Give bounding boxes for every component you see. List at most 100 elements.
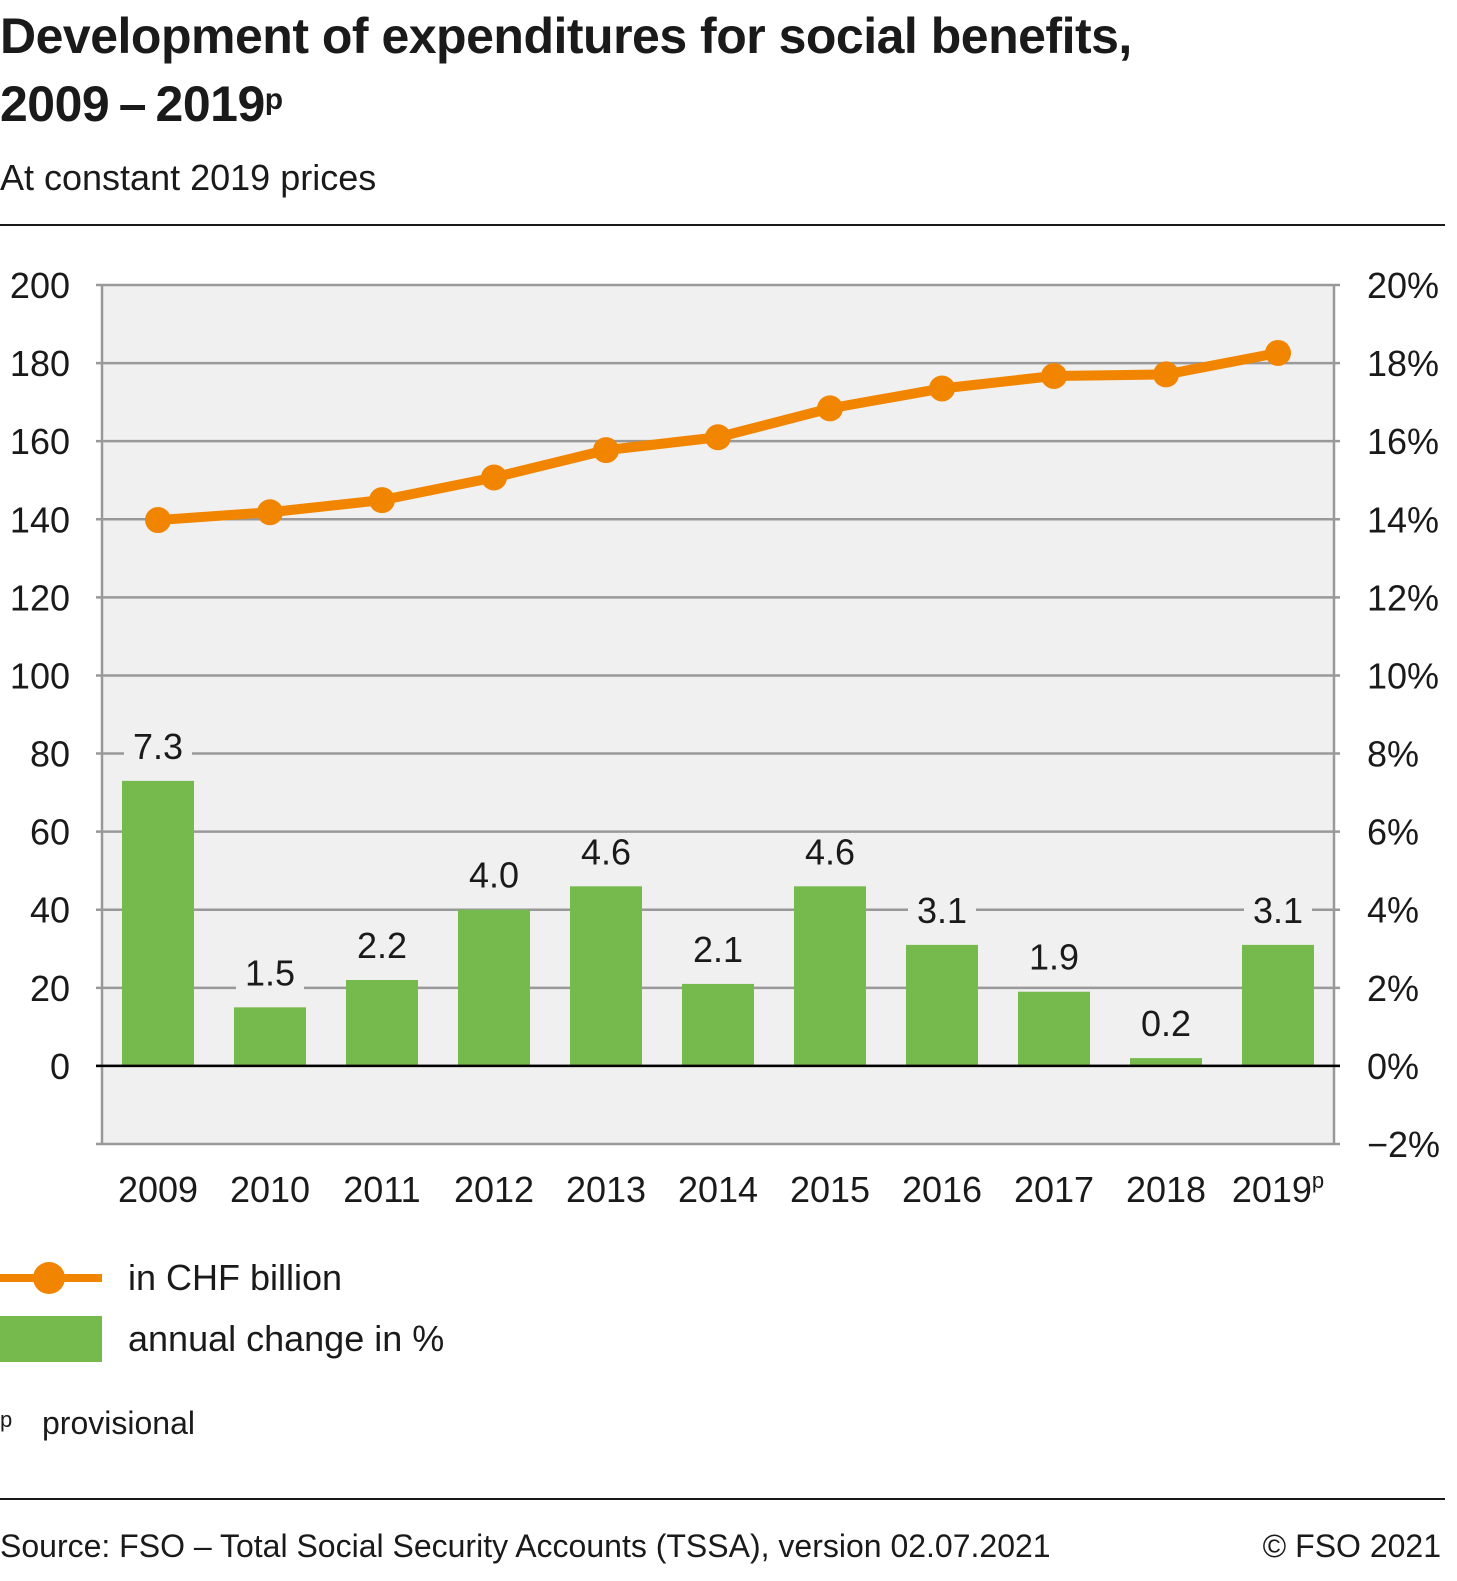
y-left-tick-label: 60 [30, 812, 70, 853]
y-right-tick-label: 6% [1367, 812, 1419, 853]
bar-value-label: 2.1 [693, 929, 743, 970]
legend-line-swatch [0, 1255, 102, 1301]
line-point [705, 424, 731, 451]
footnote: p provisional [0, 1405, 195, 1442]
line-point [929, 375, 955, 402]
bar-value-label: 3.1 [917, 890, 967, 931]
legend-label-line: in CHF billion [128, 1257, 343, 1298]
y-right-tick-label: 4% [1367, 890, 1419, 931]
line-point [593, 437, 619, 464]
x-tick-label: 2010 [230, 1169, 310, 1210]
bar-label-bg [684, 931, 752, 972]
line-point [369, 487, 395, 514]
bar-label-bg [1020, 939, 1088, 980]
provisional-mark: p [264, 83, 283, 116]
x-tick-label: 2018 [1126, 1169, 1206, 1210]
y-left-tick-label: 140 [10, 499, 70, 540]
bar-label-bg [236, 955, 304, 996]
bar-value-label: 4.6 [581, 831, 631, 872]
bar-value-label: 7.3 [133, 726, 183, 767]
line-point [1153, 361, 1179, 388]
y-right-tick-label: −2% [1367, 1124, 1440, 1165]
bar [1242, 944, 1314, 1066]
y-left-tick-label: 0 [50, 1046, 70, 1087]
y-left-tick-label: 160 [10, 421, 70, 462]
x-tick-label: 2012 [454, 1169, 534, 1210]
copyright-text: © FSO 2021 [1262, 1528, 1441, 1564]
bar-label-bg [460, 857, 528, 898]
bar-value-label: 0.2 [1141, 1003, 1191, 1044]
y-right-tick-label: 16% [1367, 421, 1439, 462]
x-tick-label: 2015 [790, 1169, 870, 1210]
source-text: Source: FSO – Total Social Security Acco… [0, 1528, 1051, 1564]
bar [346, 980, 418, 1066]
bar [122, 780, 194, 1066]
bar [682, 983, 754, 1066]
y-left-tick-label: 120 [10, 577, 70, 618]
y-left-tick-label: 40 [30, 890, 70, 931]
line-point [145, 507, 171, 534]
x-tick-label: 2016 [902, 1169, 982, 1210]
chart-title-line1: Development of expenditures for social b… [0, 8, 1132, 64]
bar [794, 886, 866, 1066]
x-tick-label: 2009 [118, 1169, 198, 1210]
bar [1018, 991, 1090, 1066]
x-tick-label: 2011 [343, 1169, 420, 1210]
footnote-text: provisional [42, 1405, 195, 1441]
line-point [1041, 362, 1067, 389]
y-left-tick-label: 80 [30, 734, 70, 775]
bar [1130, 1058, 1202, 1066]
bar-label-bg [348, 928, 416, 969]
y-right-tick-label: 0% [1367, 1046, 1419, 1087]
bar [458, 909, 530, 1066]
bottom-rule [0, 1498, 1445, 1500]
y-left-tick-label: 200 [10, 265, 70, 306]
bar-label-bg [1132, 1006, 1200, 1047]
y-right-tick-label: 12% [1367, 577, 1439, 618]
chart-subtitle: At constant 2019 prices [0, 157, 377, 198]
top-rule [0, 224, 1445, 226]
y-right-tick-label: 2% [1367, 968, 1419, 1009]
x-tick-label: 2019p [1232, 1168, 1324, 1210]
bar-value-label: 4.0 [469, 855, 519, 896]
bar [570, 886, 642, 1066]
line-point [481, 464, 507, 491]
line-point [257, 499, 283, 526]
line-point [1265, 339, 1291, 366]
bar [906, 944, 978, 1066]
bar-label-bg [908, 892, 976, 933]
y-right-tick-label: 18% [1367, 343, 1439, 384]
bar-label-bg [572, 834, 640, 875]
y-left-tick-label: 180 [10, 343, 70, 384]
line-point [817, 395, 843, 422]
bar-label-bg [796, 834, 864, 875]
y-left-tick-label: 100 [10, 655, 70, 696]
x-tick-label: 2013 [566, 1169, 646, 1210]
bar [234, 1007, 306, 1066]
legend-item-line: in CHF billion [0, 1253, 342, 1303]
legend-item-bar: annual change in % [0, 1314, 444, 1364]
chart-title: Development of expenditures for social b… [0, 2, 1440, 138]
legend-bar-swatch [0, 1316, 102, 1362]
bar-label-bg [124, 728, 192, 769]
footer: Source: FSO – Total Social Security Acco… [0, 1528, 1441, 1565]
y-right-tick-label: 14% [1367, 499, 1439, 540]
x-tick-label: 2017 [1014, 1169, 1094, 1210]
y-right-tick-label: 8% [1367, 734, 1419, 775]
y-right-tick-label: 20% [1367, 265, 1439, 306]
x-tick-suffix: p [1312, 1168, 1324, 1193]
bar-value-label: 1.9 [1029, 937, 1079, 978]
chart-title-years: 2009 – 2019 [0, 76, 265, 132]
bar-value-label: 3.1 [1253, 890, 1303, 931]
bar-label-bg [1244, 892, 1312, 933]
y-left-tick-label: 20 [30, 968, 70, 1009]
combo-chart: 0 20 40 60 80 100 120 140 160 180 200 −2% 0% 2% 4% 6% 8%… [10, 265, 1440, 1210]
bar-value-label: 2.2 [357, 925, 407, 966]
y-right-tick-label: 10% [1367, 655, 1439, 696]
x-tick-label: 2014 [678, 1169, 758, 1210]
bar-value-label: 4.6 [805, 831, 855, 872]
footnote-mark: p [0, 1407, 13, 1432]
bar-value-label: 1.5 [245, 952, 295, 993]
chart-title-line2: 2009 – 2019p [0, 70, 1440, 138]
legend-label-bar: annual change in % [128, 1318, 445, 1359]
